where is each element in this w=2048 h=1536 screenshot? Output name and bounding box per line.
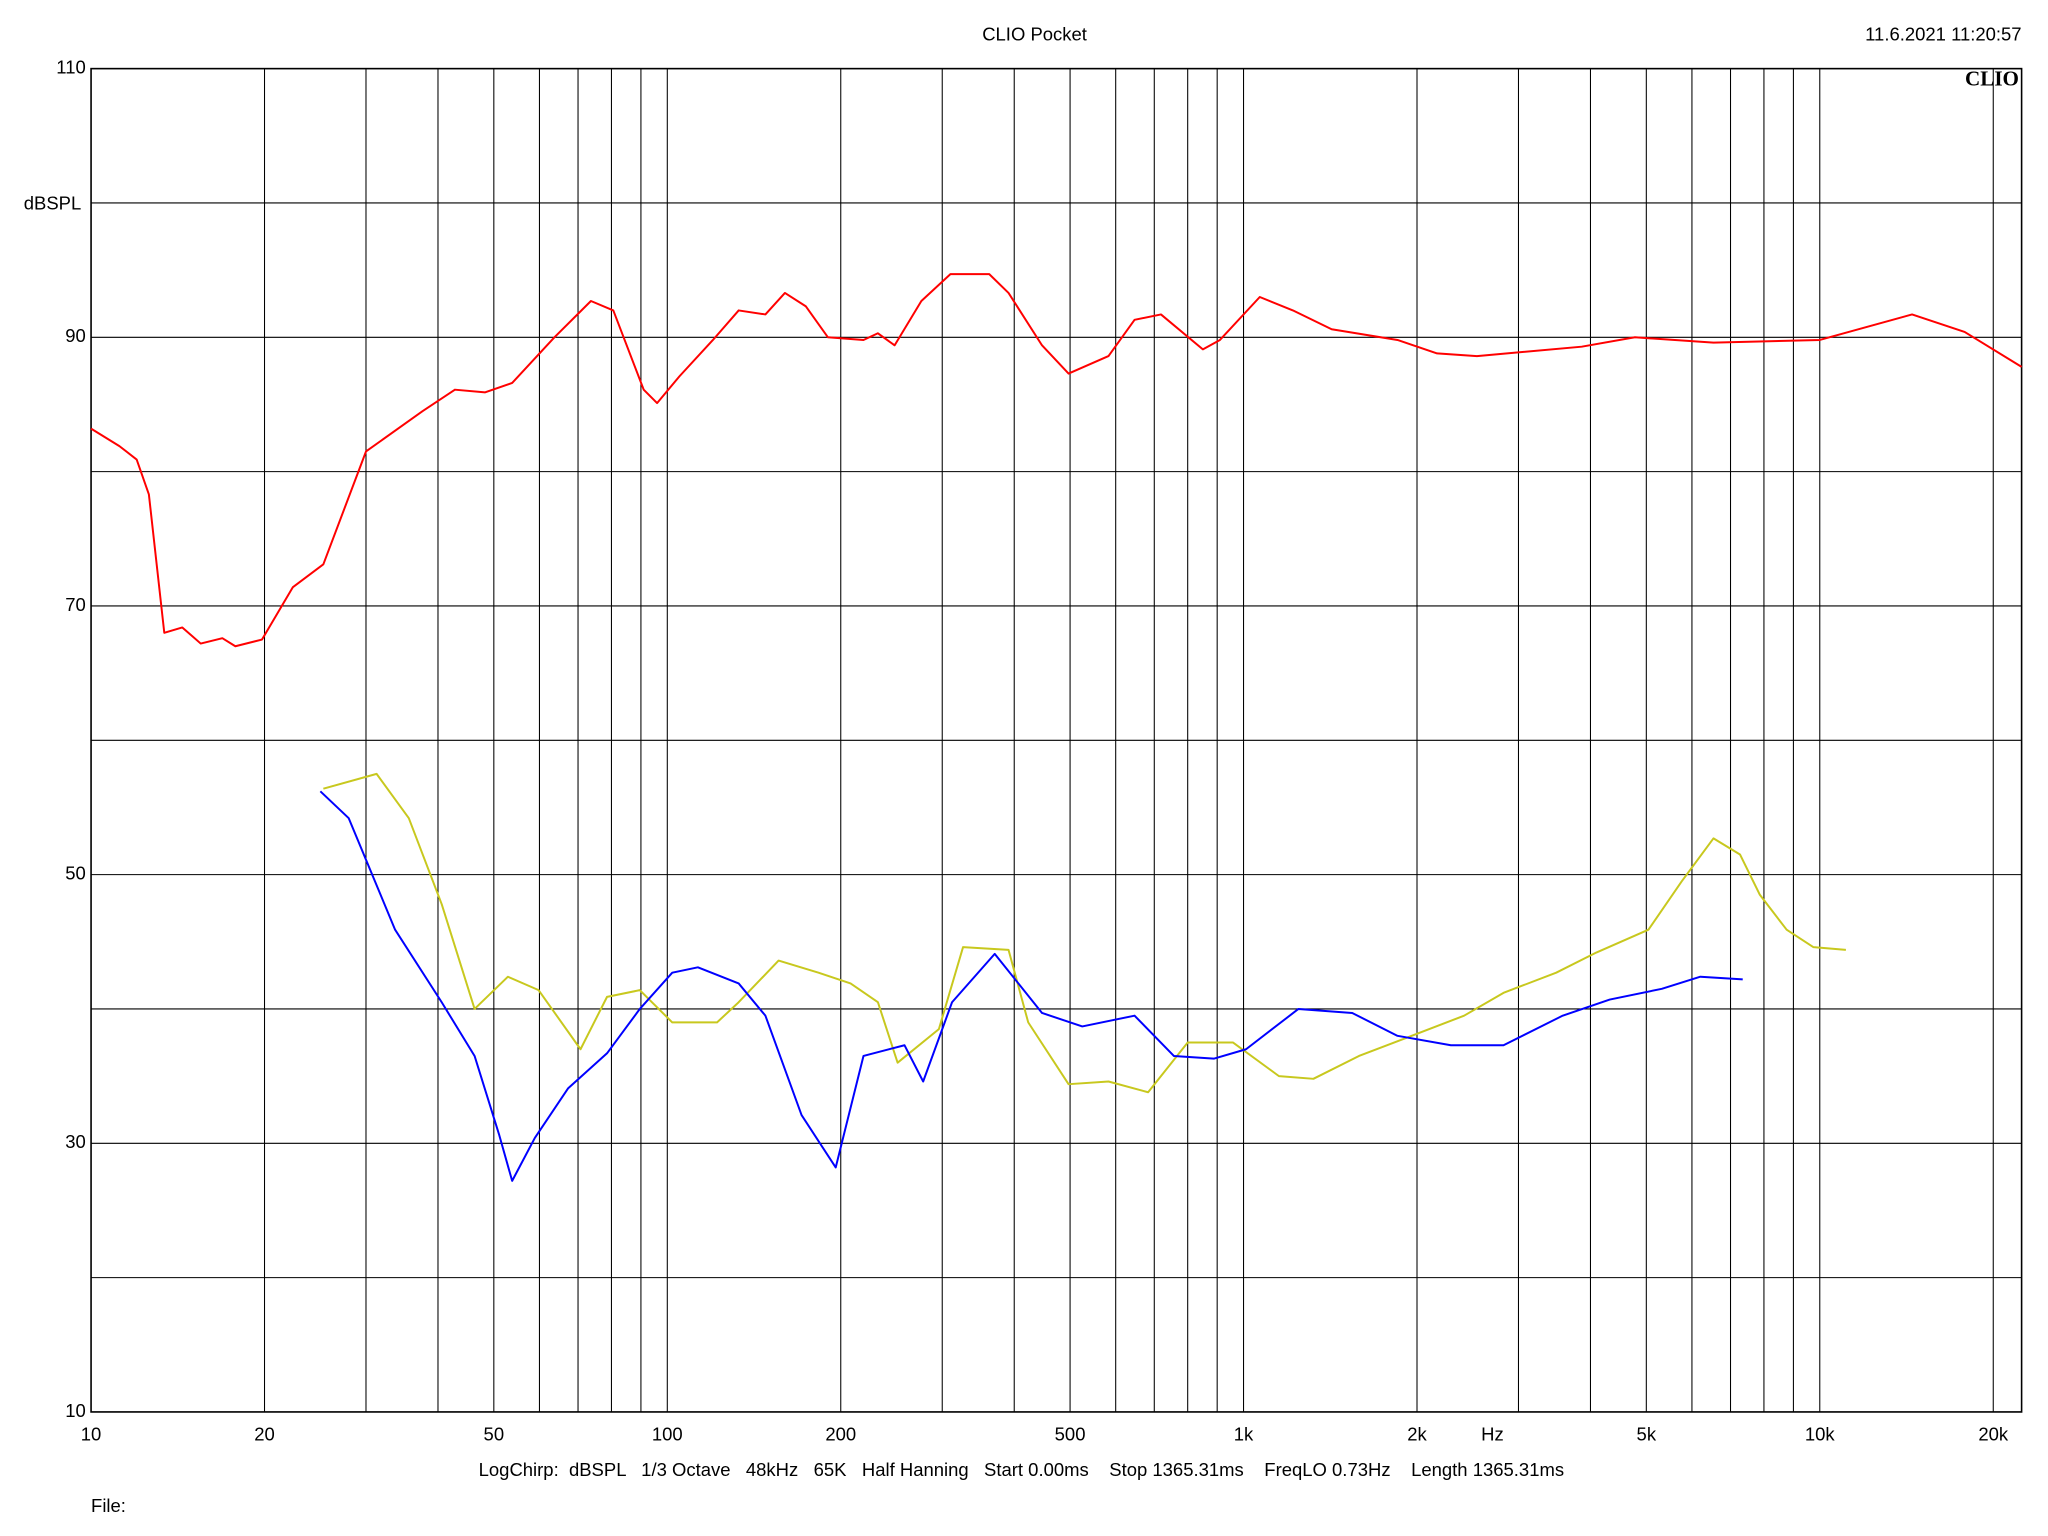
y-tick-label: 30	[65, 1131, 86, 1152]
x-tick-label: 2k	[1407, 1424, 1427, 1445]
footer: LogChirp: dBSPL 1/3 Octave 48kHz 65K Hal…	[479, 1459, 1564, 1480]
y-tick-label: 50	[65, 862, 86, 883]
x-tick-label: 20	[254, 1424, 275, 1445]
chart-title: CLIO Pocket	[982, 24, 1087, 45]
series-line	[323, 772, 1846, 1094]
series-line	[319, 790, 1743, 1182]
x-tick-label: 20k	[1978, 1424, 2009, 1445]
x-tick-label: 10k	[1805, 1424, 1836, 1445]
x-tick-label: 5k	[1637, 1424, 1657, 1445]
x-tick-label: 10	[81, 1424, 102, 1445]
x-tick-label: 200	[825, 1424, 856, 1445]
x-tick-label: 1k	[1234, 1424, 1254, 1445]
x-tick-label: 100	[652, 1424, 683, 1445]
logo: CLIO	[1965, 66, 2019, 90]
y-tick-label: 90	[65, 325, 86, 346]
y-tick-label: 70	[65, 594, 86, 615]
timestamp: 11.6.2021 11:20:57	[1865, 24, 2021, 45]
file-label: File:	[91, 1495, 126, 1516]
series-line	[90, 273, 2023, 648]
x-axis-label: Hz	[1481, 1424, 1504, 1445]
plot-frame	[90, 67, 2023, 1413]
x-tick-label: 50	[484, 1424, 505, 1445]
y-tick-label: 10	[65, 1400, 86, 1421]
x-tick-label: 500	[1055, 1424, 1086, 1445]
y-axis-label: dBSPL	[24, 192, 82, 213]
y-tick-label: 110	[56, 56, 85, 77]
